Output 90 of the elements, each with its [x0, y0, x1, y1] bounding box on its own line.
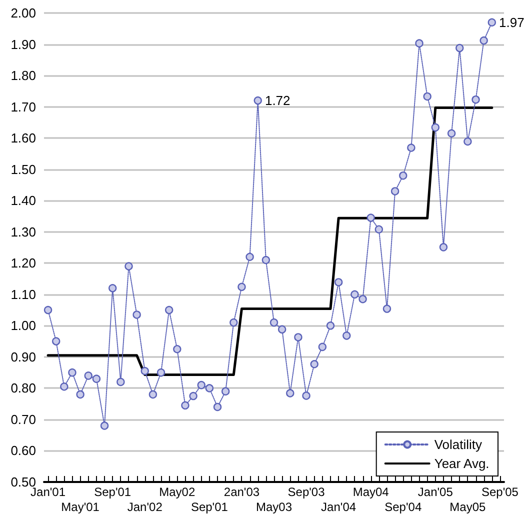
point [44, 306, 52, 314]
point [318, 342, 327, 352]
point [488, 18, 496, 26]
x-tick-label: May03 [256, 500, 292, 514]
point [124, 262, 133, 270]
point [382, 304, 392, 313]
point [60, 382, 68, 391]
x-tick-label: May02 [159, 485, 196, 499]
point [342, 332, 351, 340]
point [116, 378, 125, 386]
x-tick-label: Sep'01 [94, 485, 132, 499]
y-tick-label: 1.60 [10, 130, 36, 146]
point [431, 123, 440, 132]
point [140, 366, 149, 376]
x-tick-label: Jan'05 [418, 485, 454, 499]
point [310, 360, 318, 368]
point [334, 278, 343, 286]
point [100, 422, 109, 430]
point [181, 401, 190, 410]
point [447, 129, 456, 138]
y-tick-label: 1.20 [10, 256, 36, 271]
point [76, 390, 84, 399]
point [358, 294, 367, 304]
point [480, 36, 488, 45]
y-tick-label: 1.30 [10, 224, 36, 240]
point [415, 39, 424, 48]
x-tick-label: Sep'03 [288, 485, 326, 499]
point [132, 310, 141, 319]
x-tick-label: Sep'01 [190, 500, 228, 514]
line-series [46, 106, 494, 376]
y-tick-label: 0.70 [10, 412, 36, 427]
point [472, 96, 480, 104]
point [456, 44, 464, 52]
point [423, 92, 432, 101]
x-tick-label: 2an'03 [224, 485, 260, 499]
point [246, 252, 254, 261]
point [399, 171, 408, 180]
point [350, 290, 359, 298]
point [439, 243, 448, 252]
point [84, 372, 92, 380]
point [205, 384, 214, 392]
y-tick-label: 0.90 [10, 349, 36, 364]
x-tick-label: May05 [450, 500, 486, 514]
point [68, 368, 76, 377]
point [173, 345, 182, 354]
point [464, 137, 472, 146]
point [164, 306, 174, 314]
y-tick-label: 0.60 [10, 443, 36, 458]
legend-label: Year Avg. [434, 456, 490, 471]
point [221, 387, 230, 396]
point [254, 96, 262, 105]
legend-label: Volatility [434, 437, 483, 452]
y-tick-label: 1.40 [10, 193, 36, 208]
point [238, 282, 246, 291]
point [374, 225, 384, 234]
point [230, 318, 238, 327]
point [148, 390, 158, 399]
point [366, 214, 375, 222]
point [213, 402, 222, 412]
point [189, 392, 198, 400]
point [302, 392, 310, 400]
x-tick-label: Jan'04 [321, 500, 356, 514]
y-tick-label: 1.90 [10, 36, 36, 52]
y-tick-label: 1.10 [10, 286, 36, 302]
y-tick-label: 1.80 [10, 68, 36, 84]
point [92, 374, 101, 383]
point [407, 144, 416, 152]
x-tick-label: May04 [352, 485, 390, 499]
point [52, 337, 60, 346]
data-label: 1.97 [498, 14, 524, 30]
point [270, 318, 278, 327]
x-tick-label: May'01 [61, 500, 100, 514]
point [262, 256, 270, 264]
point [156, 368, 166, 377]
y-tick-label: 1.70 [10, 99, 36, 114]
point [390, 187, 400, 196]
point [278, 325, 286, 334]
x-tick-label: Sep'05 [481, 485, 519, 499]
point [326, 322, 335, 330]
point [294, 333, 302, 342]
y-tick-label: 1.50 [10, 162, 36, 177]
point [197, 380, 206, 390]
point [108, 284, 117, 292]
point [286, 389, 294, 398]
y-tick-label: 0.80 [10, 380, 36, 396]
y-tick-label: 2.00 [10, 6, 36, 20]
y-tick-label: 1.00 [10, 318, 36, 334]
data-label: 1.72 [264, 93, 290, 108]
x-tick-label: Jan'02 [127, 500, 163, 514]
x-tick-label: Sep'04 [384, 500, 422, 514]
